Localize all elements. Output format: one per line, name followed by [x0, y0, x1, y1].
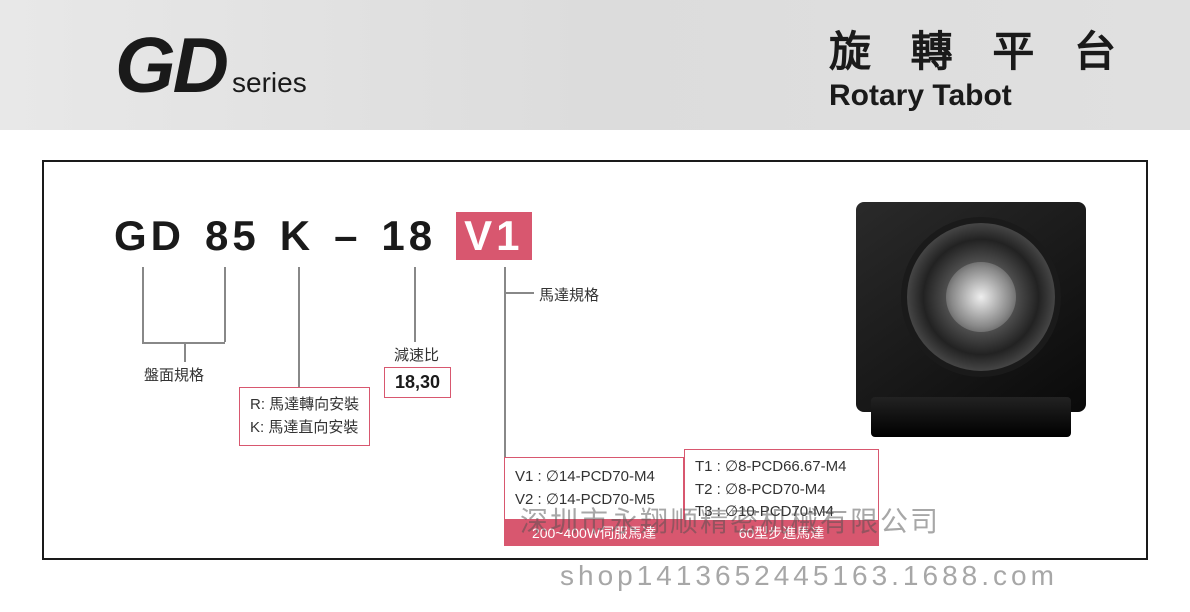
model-seg-gd: GD [114, 212, 185, 260]
model-seg-85: 85 [205, 212, 260, 260]
header-banner: GD series 旋 轉 平 台 Rotary Tabot [0, 0, 1190, 130]
install-line2: K: 馬達直向安裝 [250, 417, 359, 440]
title-cn: 旋 轉 平 台 [829, 18, 1130, 79]
watermark-url: shop1413652445163.1688.com [560, 560, 1058, 592]
title-en: Rotary Tabot [829, 79, 1130, 113]
spec-v2: V2 : ∅14-PCD70-M5 [515, 489, 673, 512]
logo-main: GD [115, 20, 226, 111]
connector-line [298, 267, 300, 387]
spec-right-header: 60型步進馬達 [684, 520, 879, 546]
connector-line [224, 267, 226, 342]
spec-t2: T2 : ∅8-PCD70-M4 [695, 479, 868, 502]
title-block: 旋 轉 平 台 Rotary Tabot [829, 18, 1130, 113]
model-seg-18: 18 [381, 212, 436, 260]
product-photo [826, 182, 1116, 442]
ratio-label: 減速比 [394, 344, 439, 365]
model-seg-k: K [280, 212, 314, 260]
connector-line [184, 342, 186, 362]
connector-line [142, 267, 144, 342]
device-hole [946, 262, 1016, 332]
spec-v1: V1 : ∅14-PCD70-M4 [515, 466, 673, 489]
spec-left-header: 200~400W伺服馬達 [504, 520, 684, 546]
install-line1: R: 馬達轉向安裝 [250, 394, 359, 417]
ratio-values: 18,30 [384, 367, 451, 398]
spec-t1: T1 : ∅8-PCD66.67-M4 [695, 456, 868, 479]
motor-spec-label: 馬達規格 [539, 284, 599, 305]
model-number: GD 85 K – 18 V1 [114, 212, 532, 260]
connector-line [504, 292, 534, 294]
disc-spec-label: 盤面規格 [144, 364, 204, 385]
logo-sub: series [232, 67, 307, 99]
spec-right-box: T1 : ∅8-PCD66.67-M4 T2 : ∅8-PCD70-M4 T3 … [684, 449, 879, 531]
connector-line [504, 267, 506, 457]
logo-block: GD series [115, 20, 307, 111]
model-seg-v1: V1 [456, 212, 531, 260]
spec-left-box: V1 : ∅14-PCD70-M4 V2 : ∅14-PCD70-M5 [504, 457, 684, 520]
device-base [871, 397, 1071, 437]
content-frame: GD 85 K – 18 V1 盤面規格 R: 馬達轉向安裝 K: 馬達直向安裝… [42, 160, 1148, 560]
install-box: R: 馬達轉向安裝 K: 馬達直向安裝 [239, 387, 370, 446]
model-dash: – [334, 212, 361, 260]
connector-line [414, 267, 416, 342]
